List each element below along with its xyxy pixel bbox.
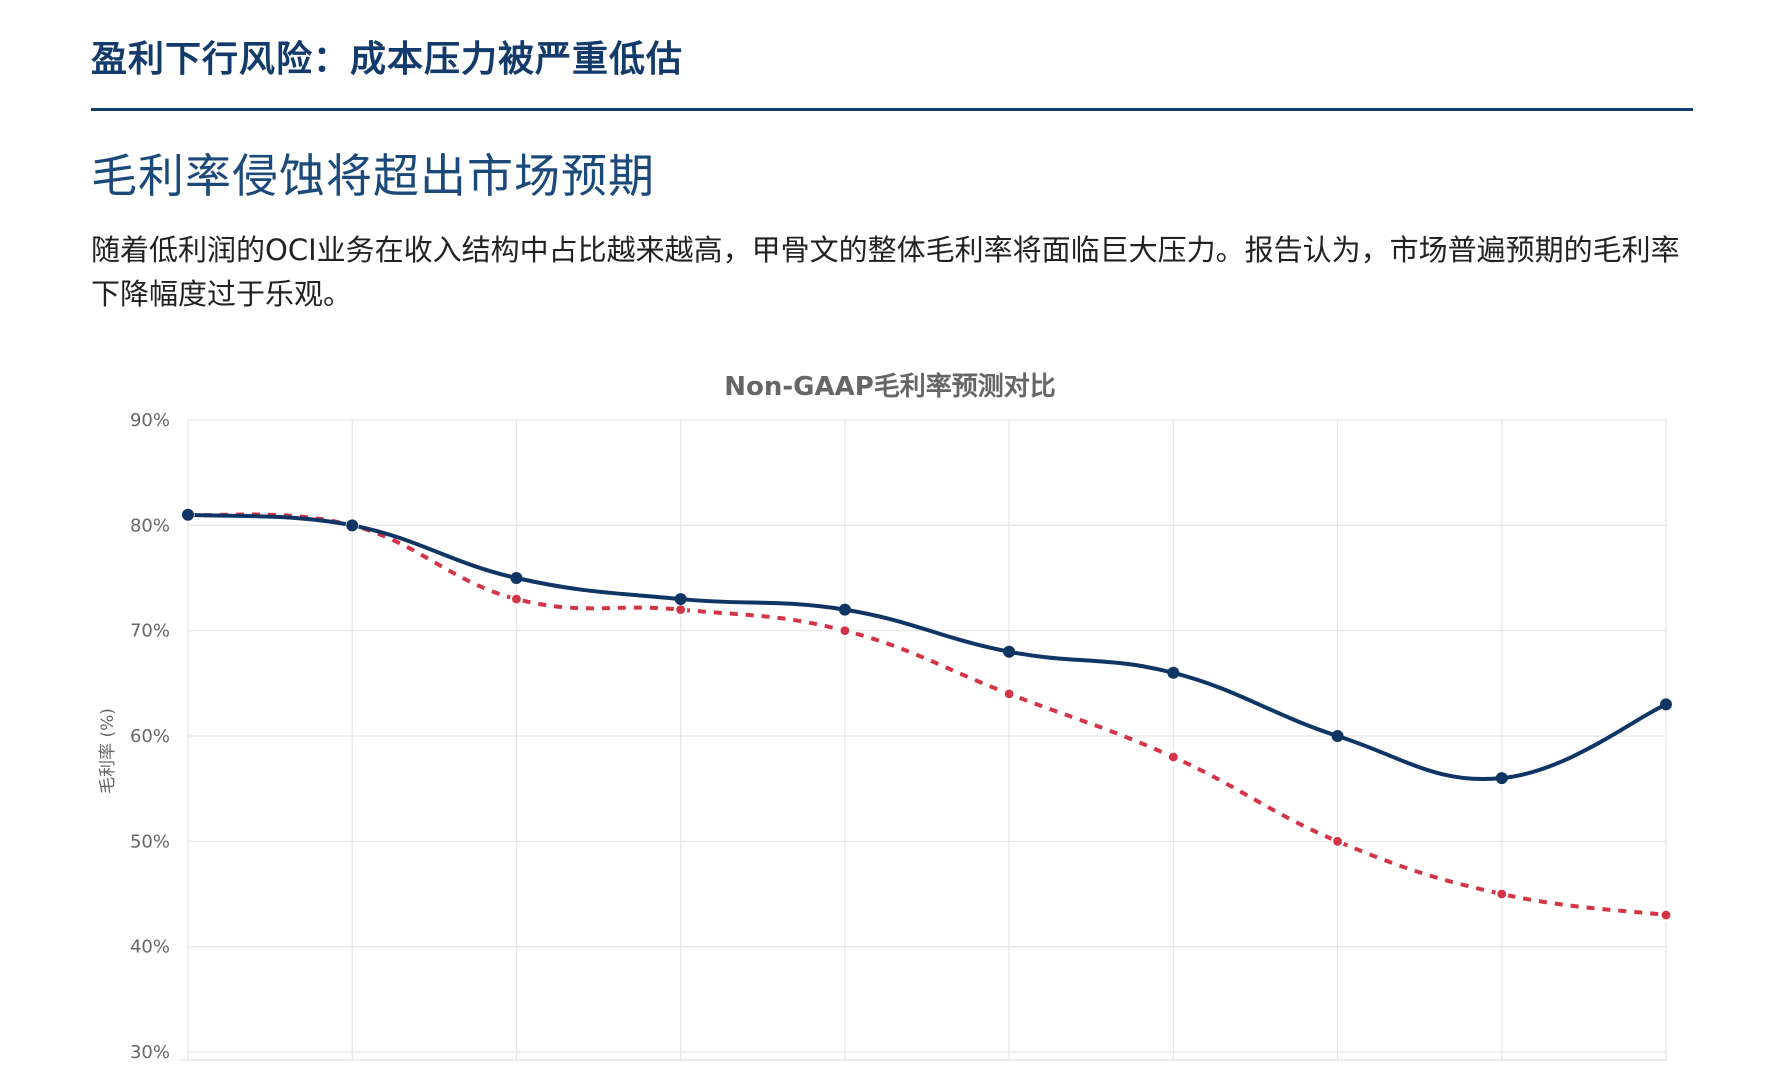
series-2-point: [1495, 887, 1509, 901]
series-line-1: [186, 512, 1668, 781]
series-2-point: [674, 603, 688, 617]
y-axis-label: 毛利率 (%): [98, 708, 118, 794]
chart-points: [181, 508, 1673, 922]
section-title: 毛利率侵蚀将超出市场预期: [91, 149, 655, 203]
series-2-point: [1330, 834, 1345, 848]
series-1-point: [1167, 666, 1180, 679]
chart-grid: [180, 419, 1667, 1061]
y-axis-ticks: 30% 40% 50% 60% 70% 80% 90%: [130, 410, 170, 1063]
header-divider: [91, 108, 1693, 111]
y-tick-label: 60%: [130, 726, 170, 747]
series-1-point: [1660, 698, 1672, 711]
series-2-point: [1166, 750, 1180, 764]
chart-title: Non-GAAP毛利率预测对比: [724, 371, 1056, 402]
series-1-point: [838, 603, 851, 616]
series-2-point: [1002, 687, 1016, 701]
gross-margin-line-chart: Non-GAAP毛利率预测对比 30% 40% 50% 60% 70% 80% 90% 毛利…: [98, 371, 1673, 1063]
y-tick-label: 40%: [130, 937, 170, 958]
y-tick-label: 70%: [130, 621, 170, 642]
series-line-2: [187, 512, 1667, 918]
page-header-title: 盈利下行风险：成本压力被严重低估: [91, 39, 684, 80]
chart-series: [186, 512, 1668, 918]
series-1-point: [1495, 772, 1508, 785]
series-2-point: [1659, 908, 1673, 922]
y-tick-label: 50%: [130, 831, 170, 852]
y-tick-label: 30%: [130, 1042, 170, 1063]
series-1-point: [1331, 730, 1344, 742]
series-2-point: [838, 624, 852, 638]
series-1-point: [1003, 645, 1016, 658]
series-1-point: [510, 572, 523, 584]
series-2-point: [509, 592, 524, 606]
series-1-point: [346, 519, 359, 532]
section-body-text: 随着低利润的OCI业务在收入结构中占比越来越高，甲骨文的整体毛利率将面临巨大压力…: [91, 233, 1680, 311]
y-tick-label: 80%: [130, 515, 170, 536]
series-1-point: [674, 593, 687, 606]
y-tick-label: 90%: [130, 410, 170, 431]
series-1-point: [182, 508, 194, 521]
